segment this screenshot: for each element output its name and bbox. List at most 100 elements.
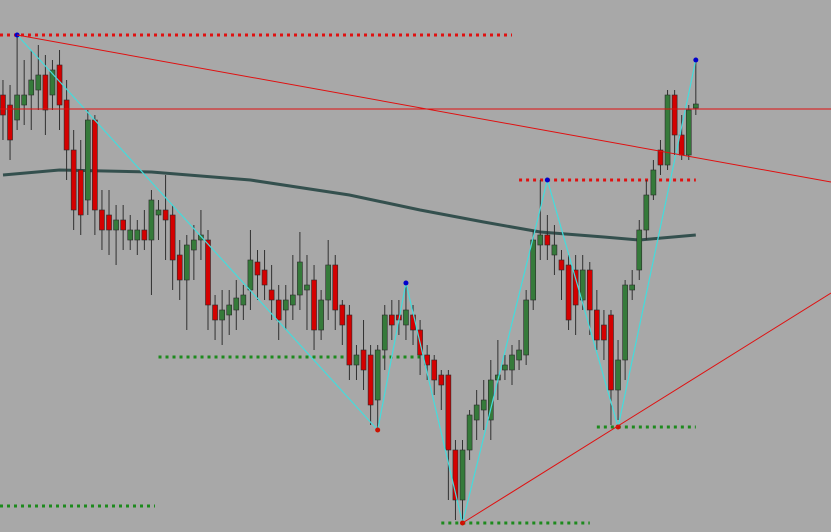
candle-body — [339, 304, 346, 326]
candle-body — [63, 99, 70, 151]
candle-body — [85, 119, 91, 201]
candle-body — [42, 74, 49, 111]
candle-body — [346, 314, 353, 366]
candle-body — [594, 309, 600, 341]
candle-body — [28, 79, 35, 96]
candle-body — [629, 284, 635, 291]
candle-body — [622, 284, 628, 361]
candle-body — [240, 294, 247, 306]
candle-body — [445, 374, 452, 451]
candle-body — [35, 74, 42, 91]
candle-body — [403, 309, 409, 326]
candle-body — [275, 299, 282, 321]
candle-body — [431, 359, 438, 381]
zigzag-point — [693, 57, 699, 63]
candle-body — [183, 244, 190, 281]
candle-body — [56, 64, 63, 106]
candle-body — [120, 219, 126, 231]
candle-body — [49, 69, 56, 96]
candle-body — [0, 94, 6, 116]
candle-body — [113, 219, 119, 231]
candle-body — [657, 149, 664, 166]
candle-body — [558, 259, 565, 271]
candle-body — [664, 94, 671, 166]
zigzag-point — [615, 424, 621, 430]
candle-body — [92, 119, 98, 211]
candle-body — [353, 354, 360, 366]
candle-body — [480, 399, 487, 411]
candle-body — [297, 261, 303, 296]
zigzag-point — [403, 280, 409, 286]
candle-body — [247, 259, 254, 291]
candle-body — [509, 354, 515, 371]
zigzag-point — [375, 427, 381, 433]
candle-body — [502, 364, 508, 371]
candle-body — [99, 209, 105, 231]
candle-body — [290, 294, 296, 306]
candle-body — [148, 199, 155, 241]
candle-body — [537, 234, 544, 246]
candle-body — [459, 449, 466, 501]
candle-body — [212, 304, 218, 321]
zigzag-point — [544, 177, 550, 183]
candle-body — [565, 264, 572, 321]
candle-body — [438, 374, 445, 386]
candle-body — [332, 264, 339, 311]
candle-body — [162, 209, 169, 221]
candle-body — [551, 244, 558, 256]
candle-body — [523, 299, 529, 356]
candle-body — [693, 103, 699, 109]
candle-body — [318, 299, 324, 331]
candle-body — [233, 297, 240, 311]
candle-body — [367, 354, 374, 406]
candle-body — [615, 359, 621, 391]
candle-body — [678, 134, 685, 156]
candle-body — [544, 234, 551, 246]
candle-body — [14, 94, 20, 121]
candle-body — [586, 269, 593, 311]
candle-body — [389, 314, 395, 326]
candle-body — [106, 214, 112, 231]
candle-body — [268, 289, 275, 301]
candle-body — [169, 214, 176, 261]
candle-body — [176, 254, 183, 281]
candle-body — [134, 229, 141, 241]
candle-body — [643, 194, 650, 231]
candle-body — [7, 104, 13, 141]
candle-body — [685, 109, 692, 156]
candle-body — [254, 261, 261, 276]
candle-body — [452, 449, 459, 501]
candle-body — [304, 284, 310, 291]
candle-body — [530, 239, 537, 301]
candle-body — [473, 404, 480, 421]
moving-average — [2, 168, 696, 242]
candle-body — [205, 239, 211, 306]
candle-body — [261, 269, 268, 286]
candle-body — [191, 239, 197, 251]
candle-body — [374, 349, 381, 401]
candle-body — [155, 209, 162, 216]
candle-body — [141, 229, 148, 241]
candle-body — [219, 309, 225, 321]
candle-body — [381, 314, 388, 351]
candle-body — [650, 169, 657, 196]
candle-body — [127, 229, 134, 241]
candle-body — [466, 414, 473, 451]
candle-body — [360, 349, 367, 371]
candle-body — [601, 324, 607, 341]
candle-body — [77, 169, 84, 216]
candle-body — [21, 94, 27, 106]
candle-body — [311, 279, 317, 331]
candle-body — [70, 149, 77, 211]
candle-body — [198, 234, 204, 241]
candle-body — [608, 314, 614, 391]
trendline — [462, 292, 831, 524]
candle-body — [579, 269, 586, 301]
candle-body — [516, 349, 522, 361]
candle-body — [282, 299, 289, 311]
candle-body — [226, 304, 233, 316]
candle-body — [636, 229, 643, 271]
